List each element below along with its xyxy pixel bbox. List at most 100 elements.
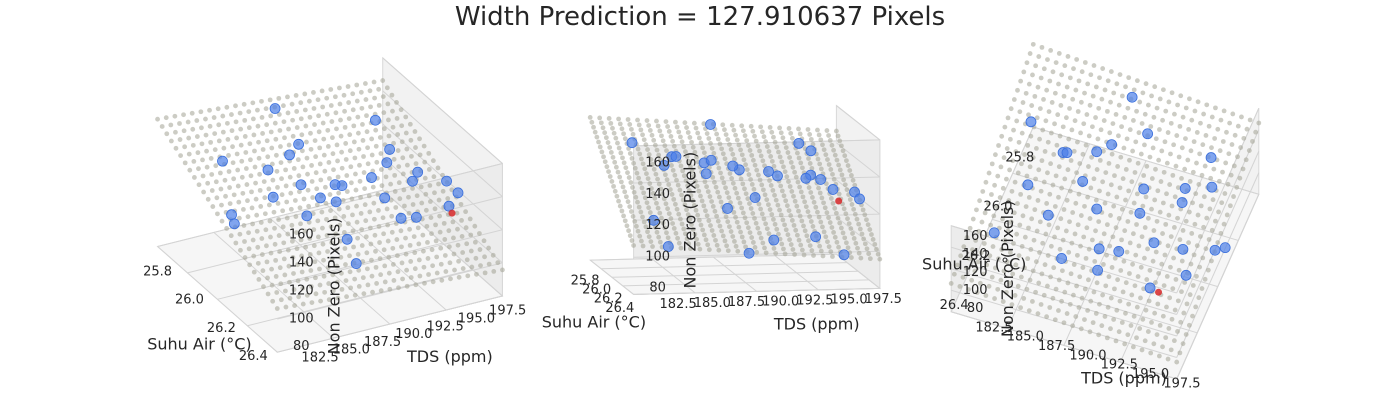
plane-dot xyxy=(322,289,328,295)
plane-dot xyxy=(1215,240,1221,245)
plane-dot xyxy=(1089,154,1095,160)
plane-dot xyxy=(333,110,339,116)
plane-dot xyxy=(599,149,605,155)
plane-dot xyxy=(1131,87,1137,93)
plane-dot xyxy=(587,115,593,120)
plane-dot xyxy=(1209,145,1214,151)
plane-dot xyxy=(1048,274,1053,280)
plane-dot xyxy=(276,217,281,222)
plane-dot xyxy=(1079,295,1085,301)
plane-dot xyxy=(374,281,379,286)
plane-dot xyxy=(1166,326,1172,331)
plane-dot xyxy=(842,235,848,241)
plane-dot xyxy=(451,235,456,241)
plane-dot xyxy=(995,286,1001,292)
plane-dot xyxy=(440,172,445,178)
plane-dot xyxy=(1041,292,1047,298)
plane-dot xyxy=(400,276,405,282)
plane-dot xyxy=(782,222,787,228)
plane-dot xyxy=(853,240,859,246)
plane-dot xyxy=(1016,139,1022,145)
plane-dot xyxy=(1132,170,1138,175)
plane-dot xyxy=(389,92,395,98)
plane-dot xyxy=(749,152,755,158)
plane-dot xyxy=(865,222,871,228)
plane-dot xyxy=(306,98,312,104)
plane-dot xyxy=(1132,283,1138,289)
plane-dot xyxy=(1027,164,1033,170)
plane-dot xyxy=(1213,105,1218,111)
prediction-point xyxy=(835,197,843,205)
plane-dot xyxy=(1157,96,1163,102)
plane-dot xyxy=(1204,215,1210,221)
plane-dot xyxy=(1038,188,1044,194)
plane-dot xyxy=(272,120,278,126)
plane-dot xyxy=(1101,148,1106,154)
plane-dot xyxy=(948,281,954,286)
plane-dot xyxy=(614,193,620,199)
plane-dot xyxy=(1160,344,1165,350)
plane-dot xyxy=(337,101,343,107)
plane-dot xyxy=(787,184,793,189)
plane-dot xyxy=(399,139,405,145)
plane-dot xyxy=(1179,176,1184,181)
plane-dot xyxy=(359,105,365,111)
plane-dot xyxy=(977,198,983,204)
plane-dot xyxy=(1013,149,1019,154)
plane-dot xyxy=(1028,133,1034,139)
plane-dot xyxy=(1121,258,1127,264)
plane-dot xyxy=(1054,142,1060,148)
plane-dot xyxy=(315,97,321,103)
plane-dot xyxy=(680,197,686,203)
plane-dot xyxy=(1007,136,1013,142)
plane-dot xyxy=(1147,154,1153,160)
plane-dot xyxy=(1124,249,1130,255)
plane-dot xyxy=(1056,81,1061,87)
plane-dot xyxy=(613,164,619,170)
plane-dot xyxy=(1108,213,1113,218)
plane-dot xyxy=(1076,191,1082,197)
plane-dot xyxy=(1117,185,1123,191)
plane-dot xyxy=(839,143,844,149)
z-tick-label: 100 xyxy=(963,283,988,298)
plane-dot xyxy=(719,228,725,234)
plane-dot xyxy=(1039,158,1045,164)
plane-dot xyxy=(250,237,256,243)
plane-dot xyxy=(447,260,453,266)
plane-dot xyxy=(1070,96,1076,102)
plane-dot xyxy=(836,244,841,250)
plane-dot xyxy=(1056,308,1061,313)
plane-dot xyxy=(823,234,829,240)
plane-dot xyxy=(397,196,403,202)
plane-dot xyxy=(844,187,850,193)
plane-dot xyxy=(1200,255,1206,261)
plane-dot xyxy=(270,177,276,183)
plane-dot xyxy=(764,197,770,203)
plane-dot xyxy=(808,190,814,195)
data-point xyxy=(384,144,396,155)
plane-dot xyxy=(417,152,423,158)
plane-dot xyxy=(657,210,663,216)
plane-dot xyxy=(1088,72,1094,78)
plane-dot xyxy=(355,114,361,120)
plane-dot xyxy=(754,249,760,255)
plane-dot xyxy=(617,121,623,127)
plane-dot xyxy=(839,172,845,178)
plane-dot xyxy=(1174,133,1180,138)
plane-dot xyxy=(1146,298,1152,304)
plane-dot xyxy=(291,287,297,292)
plane-dot xyxy=(394,116,400,121)
plane-dot xyxy=(1090,93,1096,99)
plane-dot xyxy=(1156,157,1162,163)
plane-dot xyxy=(650,161,655,167)
plane-dot xyxy=(404,283,410,289)
plane-dot xyxy=(698,222,704,228)
plane-dot xyxy=(377,256,383,262)
plane-dot xyxy=(269,266,274,272)
plane-dot xyxy=(652,142,658,148)
plane-dot xyxy=(973,238,979,243)
plane-dot xyxy=(281,119,287,125)
plane-dot xyxy=(305,171,310,177)
plane-dot xyxy=(360,138,366,143)
plane-dot xyxy=(341,213,347,219)
